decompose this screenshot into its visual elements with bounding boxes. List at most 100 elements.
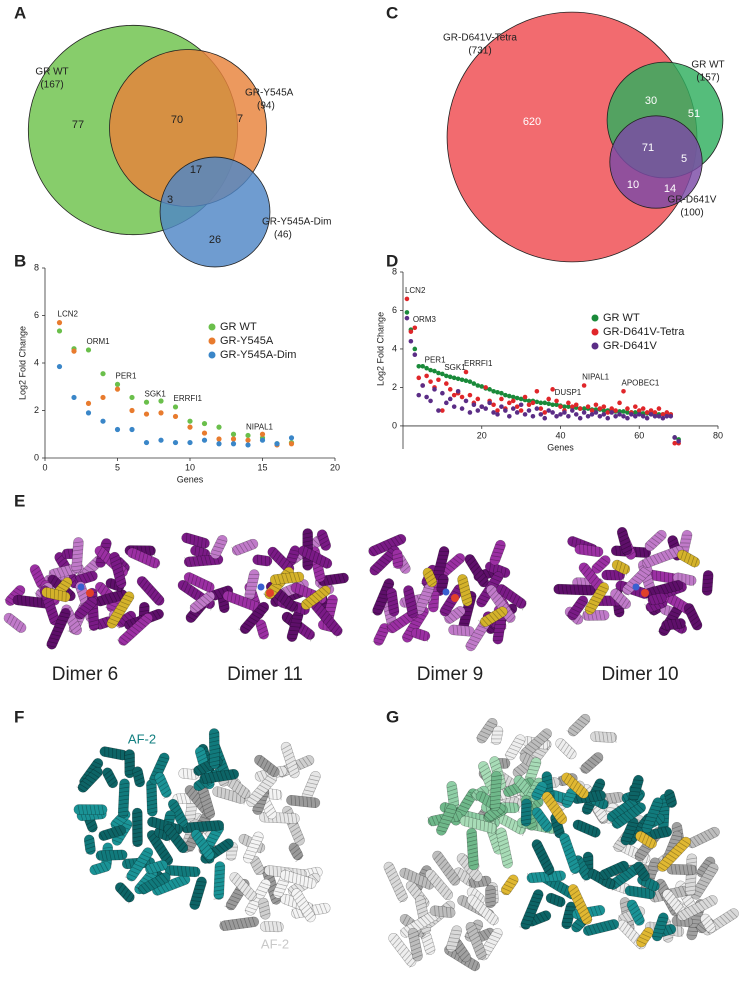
helix-turn <box>248 846 259 850</box>
point <box>475 383 481 388</box>
helix-turn <box>24 595 27 607</box>
helix-turn <box>194 575 198 586</box>
helix <box>252 554 273 567</box>
helix-turn <box>634 575 644 582</box>
helix-turn <box>76 786 86 793</box>
helix-turn <box>489 914 496 924</box>
helix-turn <box>445 868 453 877</box>
helix-turn <box>34 592 44 600</box>
helix-turn <box>468 878 473 889</box>
helix-turn <box>85 804 89 815</box>
dimer-label: Dimer 9 <box>417 664 484 685</box>
helix-turn <box>466 835 477 839</box>
point <box>510 398 516 404</box>
helix-turn <box>633 779 644 781</box>
helix-body <box>146 830 174 866</box>
helix-body <box>149 752 170 785</box>
helix-turn <box>293 851 302 859</box>
helix-turn <box>693 575 695 587</box>
helix-turn <box>636 803 645 812</box>
helix-turn <box>320 539 330 546</box>
helix-turn <box>621 913 629 923</box>
helix-turn <box>152 862 158 873</box>
helix-turn <box>445 891 453 901</box>
helix-turn <box>200 555 204 566</box>
point <box>143 439 150 446</box>
helix-turn <box>117 604 128 609</box>
point <box>459 394 465 400</box>
helix-turn <box>276 789 278 800</box>
helix-body <box>402 606 429 643</box>
helix-turn <box>574 921 584 928</box>
point <box>589 412 595 417</box>
helix-turn <box>113 579 116 590</box>
helix-turn <box>554 830 565 837</box>
helix-turn <box>598 813 607 821</box>
helix-turn <box>664 827 670 837</box>
helix <box>429 905 456 918</box>
helix-turn <box>99 549 106 559</box>
helix-turn <box>226 854 237 856</box>
point <box>573 402 579 408</box>
helix-body <box>399 867 435 890</box>
helix-turn <box>480 906 487 916</box>
point <box>542 400 548 406</box>
helix-turn <box>178 818 187 826</box>
point <box>660 412 666 417</box>
helix-turn <box>399 616 408 625</box>
helix-turn <box>244 853 255 857</box>
helix-turn <box>254 790 264 797</box>
helix-turn <box>646 815 657 819</box>
helix-turn <box>694 903 702 912</box>
helix-body <box>572 819 601 838</box>
helix-turn <box>249 842 260 846</box>
helix-turn <box>553 777 557 788</box>
point <box>518 402 524 408</box>
helix <box>700 913 716 934</box>
helix <box>641 545 684 569</box>
helix-turn <box>691 905 699 914</box>
helix-turn <box>376 633 387 638</box>
helix-turn <box>621 804 630 812</box>
helix-turn <box>238 628 248 635</box>
helix-turn <box>402 914 408 924</box>
helix-turn <box>372 564 382 571</box>
helix <box>620 817 639 846</box>
helix-turn <box>427 816 433 827</box>
helix-turn <box>245 598 248 609</box>
helix <box>115 882 135 904</box>
helix-turn <box>609 866 617 876</box>
helix <box>99 746 128 761</box>
helix-turn <box>566 747 573 757</box>
point <box>597 406 603 411</box>
helix-turn <box>676 598 682 609</box>
helix-turn <box>192 556 196 567</box>
helix-turn <box>597 559 607 567</box>
helix <box>137 872 171 895</box>
helix-turn <box>648 865 659 868</box>
helix-turn <box>403 867 407 879</box>
helix-turn <box>613 792 618 803</box>
helix-turn <box>64 566 70 576</box>
helix-turn <box>190 769 193 780</box>
helix-turn <box>631 578 641 585</box>
point <box>491 402 496 408</box>
helix-turn <box>685 893 696 896</box>
annotation: ORM3 <box>413 315 437 324</box>
region-count: 7 <box>237 113 243 125</box>
helix-turn <box>132 831 143 835</box>
region-count: 77 <box>72 119 84 131</box>
helix-turn <box>598 871 606 881</box>
helix-turn <box>522 919 533 922</box>
helix-turn <box>397 534 405 544</box>
helix-turn <box>628 799 636 808</box>
helix-turn <box>128 628 138 636</box>
helix-turn <box>466 924 476 931</box>
point <box>467 392 473 398</box>
helix-turn <box>118 810 129 813</box>
helix-turn <box>288 553 299 556</box>
helix-turn <box>643 577 653 584</box>
helix-turn <box>256 889 267 894</box>
helix-turn <box>71 565 82 568</box>
helix-turn <box>214 877 225 880</box>
